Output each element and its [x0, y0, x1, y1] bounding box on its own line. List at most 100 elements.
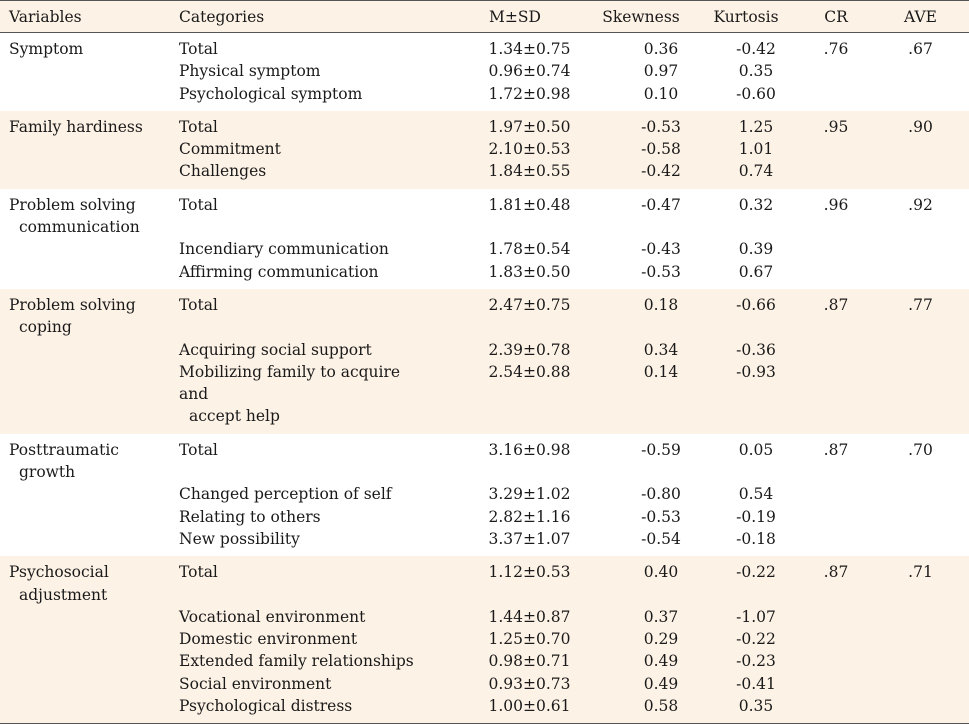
cr-cell [800, 483, 872, 505]
cr-cell [800, 528, 872, 556]
category-name: Total [179, 117, 218, 136]
kurtosis-cell: -0.22 [692, 628, 800, 651]
msd-cell: 1.97±0.50 [440, 110, 590, 139]
category-cell: Extended family relationships [170, 650, 440, 673]
variable-name-continued: communication [19, 218, 140, 237]
skewness-cell: -0.43 [641, 240, 681, 259]
variable-name-continued: growth [19, 463, 76, 482]
category-name: Affirming communication [179, 262, 379, 281]
category-name: Changed perception of self [179, 485, 392, 504]
skewness-cell: 0.49 [590, 672, 692, 696]
kurtosis-cell: 1.01 [692, 138, 800, 161]
cr-cell [800, 83, 872, 111]
ave-cell [872, 261, 969, 289]
category-cell: Total [170, 556, 440, 606]
table-row: Problem solving communication Total 1.81±0.… [0, 189, 969, 239]
variable-cell [0, 138, 170, 161]
msd-cell: 1.25±0.70 [440, 628, 590, 651]
header-cr: CR [800, 0, 872, 33]
category-name: Acquiring social support [179, 340, 372, 359]
cr-cell [800, 650, 872, 673]
msd-cell: 2.39±0.78 [440, 338, 590, 361]
ave-cell: .92 [908, 195, 933, 214]
variable-cell [0, 695, 170, 724]
table-row: Symptom Total 1.34±0.75 0.36 -0.42 .76 .67 [0, 33, 969, 61]
skewness-cell: 0.18 [590, 288, 692, 339]
skewness-cell: -0.42 [590, 160, 692, 189]
ave-cell [872, 528, 969, 556]
skewness-cell: -0.54 [641, 529, 681, 548]
cr-cell [800, 628, 872, 651]
ave-cell [872, 672, 969, 696]
table-body: Symptom Total 1.34±0.75 0.36 -0.42 .76 .67 Phys… [0, 33, 969, 724]
skewness-cell: 0.36 [643, 40, 679, 58]
kurtosis-cell: -0.66 [692, 288, 800, 339]
variable-cell [0, 261, 170, 289]
msd-cell: 2.47±0.75 [440, 288, 590, 339]
table-row: Changed perception of self 3.29±1.02 -0.80… [0, 483, 969, 505]
category-cell: Total [170, 434, 440, 484]
variable-cell: Symptom [0, 33, 170, 61]
category-name: New possibility [179, 529, 300, 548]
cr-cell [800, 261, 872, 289]
ave-cell [872, 60, 969, 82]
cr-cell: .87 [800, 556, 872, 606]
table-row: Commitment 2.10±0.53 -0.58 1.01 [0, 138, 969, 161]
kurtosis-cell: 0.74 [692, 160, 800, 189]
category-cell: Physical symptom [170, 60, 440, 82]
header-msd: M±SD [440, 0, 590, 33]
table-row: Social environment 0.93±0.73 0.49 -0.41 [0, 672, 969, 696]
kurtosis-cell: 0.35 [692, 695, 800, 724]
category-cell: Incendiary communication [170, 238, 440, 260]
variable-name: Family hardiness [9, 117, 143, 136]
cr-cell: .96 [823, 195, 849, 214]
category-name: Incendiary communication [179, 240, 389, 259]
ave-cell: .67 [908, 40, 933, 58]
skewness-cell: -0.53 [641, 507, 681, 526]
variable-cell [0, 650, 170, 673]
header-skewness: Skewness [590, 0, 692, 33]
msd-cell: 1.81±0.48 [488, 195, 571, 214]
skewness-cell: 0.29 [590, 628, 692, 651]
category-name: Commitment [179, 140, 281, 159]
skewness-cell: -0.59 [641, 440, 681, 459]
msd-cell: 2.54±0.88 [440, 360, 590, 434]
table-row: Relating to others 2.82±1.16 -0.53 -0.19 [0, 506, 969, 528]
category-cell: Commitment [170, 138, 440, 161]
cr-cell [800, 360, 872, 434]
variable-name-continued: coping [19, 318, 72, 337]
skewness-cell: -0.47 [641, 195, 681, 214]
msd-cell: 1.83±0.50 [488, 262, 571, 281]
ave-cell [872, 628, 969, 651]
skewness-cell: 0.97 [643, 62, 679, 81]
variable-cell [0, 528, 170, 556]
category-cell: Changed perception of self [170, 483, 440, 505]
category-cell: Mobilizing family to acquire and accept h… [170, 360, 440, 434]
category-name: Domestic environment [179, 630, 358, 649]
msd-cell: 1.44±0.87 [440, 605, 590, 629]
msd-cell: 1.00±0.61 [440, 695, 590, 724]
msd-cell: 3.16±0.98 [488, 440, 571, 459]
cr-cell [800, 695, 872, 724]
category-cell: New possibility [170, 528, 440, 556]
table-row: Psychological symptom 1.72±0.98 0.10 -0.60 [0, 83, 969, 111]
variable-cell: Problem solving communication [0, 189, 170, 239]
skewness-cell: 0.37 [590, 605, 692, 629]
header-variables: Variables [0, 0, 170, 33]
header-row: Variables Categories M±SD Skewness Kurto… [0, 0, 969, 33]
category-name: Physical symptom [179, 62, 321, 81]
cr-cell [800, 160, 872, 189]
msd-cell: 0.96±0.74 [488, 62, 571, 81]
cr-cell: .87 [823, 440, 849, 459]
skewness-cell: 0.58 [590, 695, 692, 724]
kurtosis-cell: 1.25 [692, 110, 800, 139]
cr-cell: .95 [800, 110, 872, 139]
cr-cell: .76 [823, 40, 849, 58]
cr-cell [800, 506, 872, 528]
msd-cell: 3.37±1.07 [488, 529, 571, 548]
variable-cell: Psychosocial adjustment [0, 556, 170, 606]
kurtosis-cell: 0.39 [738, 240, 774, 259]
category-cell: Total [170, 189, 440, 239]
cr-cell [800, 138, 872, 161]
ave-cell [872, 160, 969, 189]
